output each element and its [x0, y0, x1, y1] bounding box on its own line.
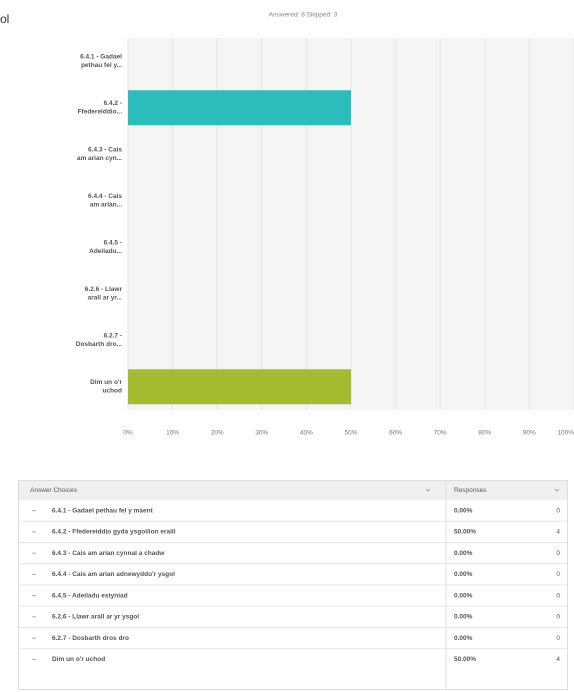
- x-tick-label: 10%: [166, 430, 179, 437]
- y-tick-label: 6.4.5 -: [104, 240, 122, 247]
- choice-cell: 6.4.3 - Cais am arian cynnal a chadw: [52, 550, 165, 557]
- y-tick-label: am arian...: [90, 202, 122, 209]
- y-tick-label: Ffedereiddio...: [78, 109, 123, 116]
- percent-cell: 0.00%: [454, 507, 473, 514]
- y-tick-label: 6.4.1 - Gadael: [80, 54, 122, 61]
- choice-cell: 6.2.6 - Llawr arall ar yr ysgol: [52, 614, 139, 621]
- x-tick-label: 30%: [255, 430, 268, 437]
- table-header: [19, 481, 567, 500]
- percent-cell: 0.00%: [454, 571, 473, 578]
- y-tick-label: 6.4.2 -: [104, 100, 122, 107]
- count-cell: 4: [556, 529, 560, 536]
- y-tick-label: Dim un o'r: [90, 379, 122, 386]
- choice-cell: 6.2.7 - Dosbarth dros dro: [52, 635, 129, 642]
- x-tick-label: 50%: [344, 430, 357, 437]
- y-tick-label: uchod: [103, 388, 123, 395]
- x-tick-label: 80%: [478, 430, 491, 437]
- header-cell: Answer Choices: [30, 487, 78, 494]
- count-cell: 0: [556, 507, 560, 514]
- cut-text: ol: [0, 12, 9, 26]
- percent-cell: 0.00%: [454, 635, 473, 642]
- bar: [128, 369, 351, 405]
- x-tick-label: 70%: [434, 430, 447, 437]
- choice-cell: 6.4.5 - Adeiladu estyniad: [52, 592, 128, 599]
- count-cell: 0: [556, 550, 560, 557]
- y-tick-label: 6.2.7 -: [104, 333, 122, 340]
- count-cell: 4: [556, 656, 560, 663]
- y-tick-label: Dosbarth dro...: [76, 341, 122, 348]
- count-cell: 0: [556, 571, 560, 578]
- header-cell: Responses: [454, 487, 487, 494]
- x-tick-label: 0%: [123, 430, 133, 437]
- x-tick-label: 40%: [300, 430, 313, 437]
- sort-icons: [425, 488, 560, 492]
- choice-cell: 6.4.2 - Ffedereiddio gyda ysgol/ion erai…: [52, 529, 176, 536]
- count-cell: 0: [556, 635, 560, 642]
- count-cell: 0: [556, 614, 560, 621]
- percent-cell: 0.00%: [454, 614, 473, 621]
- y-tick-label: 6.4.4 - Cais: [88, 193, 122, 200]
- y-tick-label: 6.4.3 - Cais: [88, 147, 122, 154]
- y-tick-label: arall ar yr...: [88, 295, 123, 302]
- x-tick-label: 60%: [389, 430, 402, 437]
- y-tick-label: Adeiladu...: [89, 248, 122, 255]
- count-cell: 0: [556, 592, 560, 599]
- choice-cell: 6.4.4 - Cais am arian adnewyddu'r ysgol: [52, 571, 175, 578]
- x-tick-label: 90%: [523, 430, 536, 437]
- choice-cell: Dim un o'r uchod: [52, 656, 105, 663]
- y-tick-label: am arian cyn...: [77, 155, 122, 162]
- percent-cell: 0.00%: [454, 550, 473, 557]
- chart-title: Answered: 8 Skipped: 3: [269, 12, 338, 19]
- percent-cell: 0.00%: [454, 592, 473, 599]
- percent-cell: 50.00%: [454, 656, 476, 663]
- y-tick-label: 6.2.6 - Llawr: [85, 286, 123, 293]
- bar: [128, 90, 351, 126]
- y-tick-label: pethau fel y...: [81, 62, 122, 69]
- x-tick-label: 100%: [557, 430, 574, 437]
- percent-cell: 50.00%: [454, 529, 476, 536]
- x-tick-label: 20%: [211, 430, 224, 437]
- choice-cell: 6.4.1 - Gadael pethau fel y maent: [52, 507, 154, 514]
